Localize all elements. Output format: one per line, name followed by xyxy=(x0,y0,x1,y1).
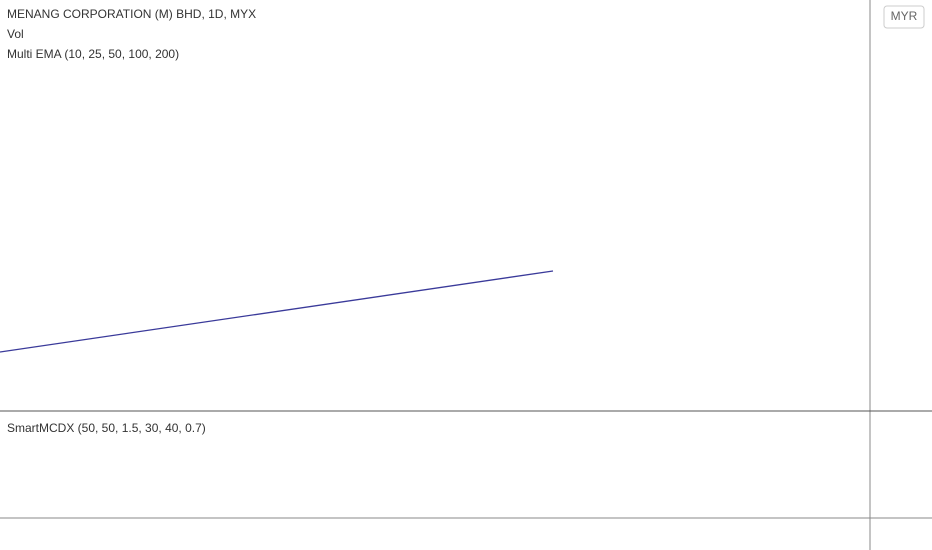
volume-label: Vol xyxy=(7,27,24,41)
currency[interactable]: MYR xyxy=(891,9,918,23)
ema-label: Multi EMA (10, 25, 50, 100, 200) xyxy=(7,47,179,61)
indicator-title: SmartMCDX (50, 50, 1.5, 30, 40, 0.7) xyxy=(7,421,206,435)
chart-title: MENANG CORPORATION (M) BHD, 1D, MYX xyxy=(7,7,256,21)
label-layer: MENANG CORPORATION (M) BHD, 1D, MYX Vol … xyxy=(7,5,925,435)
trend-line xyxy=(0,270,554,353)
currency-box[interactable] xyxy=(883,5,925,29)
